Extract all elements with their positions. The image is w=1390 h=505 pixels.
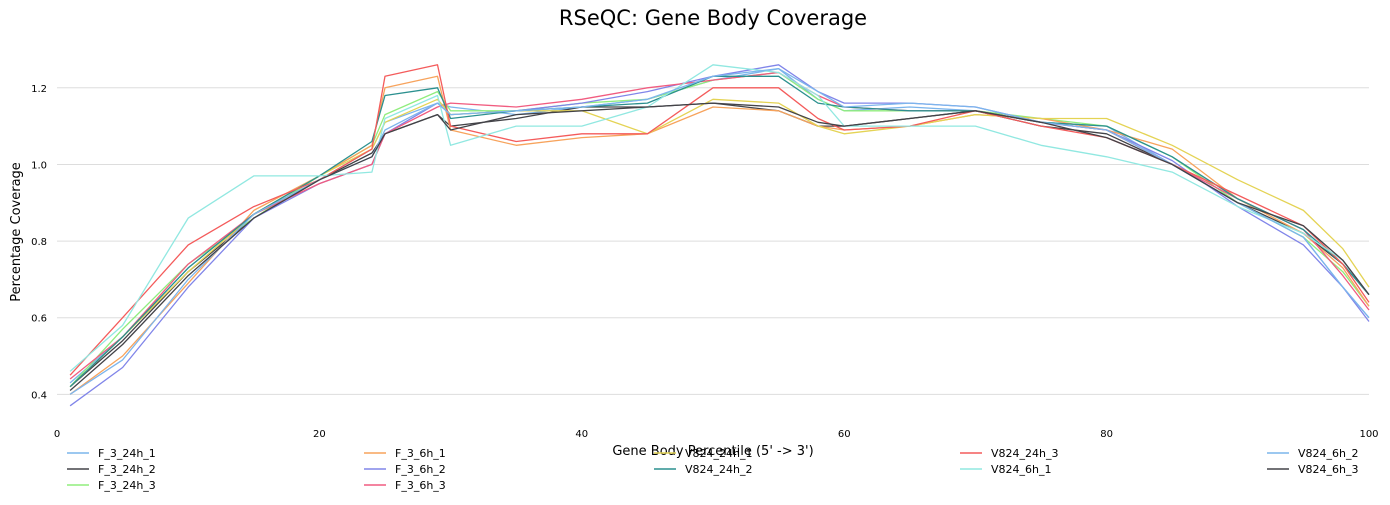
- legend-label: V824_24h_1: [685, 447, 753, 460]
- series-lines: [69, 64, 1370, 407]
- chart-title: RSeQC: Gene Body Coverage: [559, 6, 867, 30]
- x-tick-label: 80: [1100, 429, 1113, 440]
- legend-label: F_3_6h_3: [395, 479, 446, 492]
- legend-label: V824_6h_2: [1298, 447, 1359, 460]
- series-line: [69, 98, 1370, 388]
- gridlines: [57, 87, 1369, 395]
- series-line: [69, 68, 1370, 384]
- series-line: [69, 75, 1370, 395]
- legend: F_3_24h_1 F_3_24h_2 F_3_24h_3 F_3_6h_1 F_3_6…: [67, 447, 1359, 492]
- x-tick-label: 100: [1359, 429, 1378, 440]
- y-axis-ticks: 0.4 0.6 0.8 1.0 1.2: [31, 84, 47, 402]
- series-line: [69, 102, 1370, 391]
- legend-label: V824_24h_2: [685, 463, 753, 476]
- legend-label: F_3_24h_2: [98, 463, 156, 476]
- series-line: [69, 64, 1370, 407]
- x-tick-label: 0: [54, 429, 60, 440]
- y-tick-label: 0.8: [31, 237, 47, 248]
- series-line: [69, 64, 1370, 376]
- x-tick-label: 20: [313, 429, 326, 440]
- y-tick-label: 1.2: [31, 84, 47, 95]
- series-line: [69, 64, 1370, 372]
- x-axis-label: Gene Body Percentile (5' -> 3'): [612, 444, 813, 459]
- legend-label: F_3_6h_2: [395, 463, 446, 476]
- series-line: [69, 71, 1370, 380]
- legend-label: F_3_24h_1: [98, 447, 156, 460]
- x-axis-ticks: 0 20 40 60 80 100: [54, 429, 1379, 440]
- series-line: [69, 71, 1370, 388]
- legend-label: F_3_24h_3: [98, 479, 156, 492]
- x-tick-label: 40: [575, 429, 588, 440]
- x-tick-label: 60: [838, 429, 851, 440]
- y-axis-label: Percentage Coverage: [9, 162, 24, 302]
- y-tick-label: 0.6: [31, 314, 47, 325]
- y-tick-label: 0.4: [31, 390, 47, 401]
- series-line: [69, 68, 1370, 395]
- legend-label: V824_6h_1: [991, 463, 1052, 476]
- legend-label: V824_24h_3: [991, 447, 1059, 460]
- y-tick-label: 1.0: [31, 160, 47, 171]
- legend-label: V824_6h_3: [1298, 463, 1359, 476]
- series-line: [69, 75, 1370, 388]
- legend-label: F_3_6h_1: [395, 447, 446, 460]
